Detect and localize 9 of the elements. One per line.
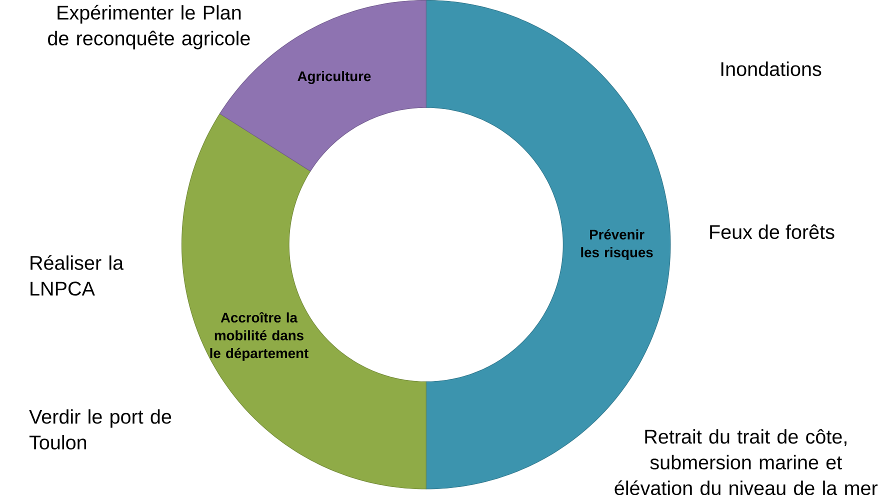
slice-label: Accroître la mobilité dans le département <box>210 312 308 361</box>
text: Expérimenter le Plan de reconquête agricole <box>48 4 250 50</box>
text: Inondations <box>721 61 822 76</box>
text: Réaliser la LNPCA <box>30 255 124 296</box>
text: Retrait du trait de côte, submersion marine et élévation du niveau de la mer <box>614 429 878 495</box>
slice-label: Prévenir les risques <box>581 229 653 260</box>
text: Verdir le port de Toulon <box>29 409 172 450</box>
text: Feux de forêts <box>710 224 834 239</box>
slice-label: Agriculture <box>298 70 371 84</box>
